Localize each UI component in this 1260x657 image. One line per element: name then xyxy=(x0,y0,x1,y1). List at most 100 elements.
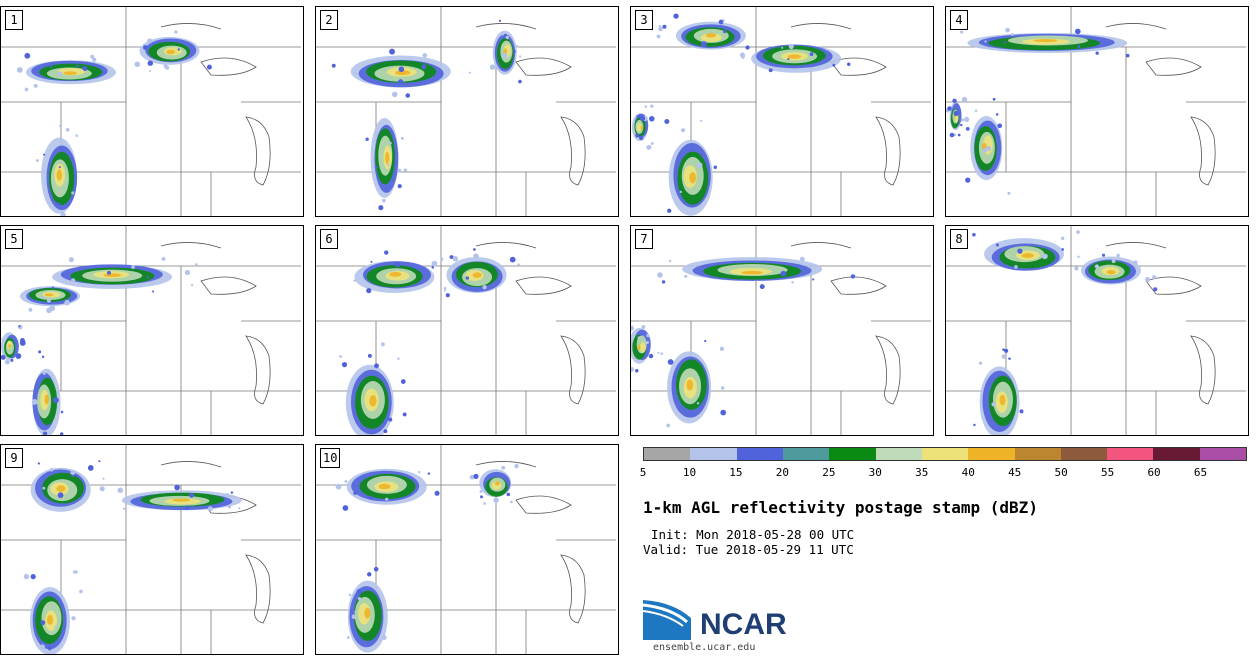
reflectivity-speck xyxy=(431,260,438,267)
reflectivity-speck xyxy=(452,256,459,262)
reflectivity-speck xyxy=(387,163,390,167)
reflectivity-speck xyxy=(637,336,640,339)
reflectivity-speck xyxy=(809,52,814,57)
map-background xyxy=(1,445,301,654)
reflectivity-speck xyxy=(403,168,408,172)
reflectivity-speck xyxy=(719,346,725,352)
reflectivity-speck xyxy=(1111,259,1116,264)
reflectivity-speck xyxy=(87,465,94,471)
ncar-logo-text: NCAR xyxy=(700,608,787,641)
reflectivity-speck xyxy=(367,572,372,577)
map-background xyxy=(316,445,616,654)
reflectivity-speck xyxy=(400,379,406,384)
reflectivity-speck xyxy=(400,136,404,140)
reflectivity-speck xyxy=(122,507,126,510)
reflectivity-speck xyxy=(49,65,53,68)
reflectivity-echo xyxy=(395,70,411,76)
panel-label: 9 xyxy=(5,448,23,468)
reflectivity-speck xyxy=(465,276,470,280)
reflectivity-speck xyxy=(1077,45,1081,49)
reflectivity-speck xyxy=(1095,51,1099,55)
stamp-panel-4[interactable]: 4 xyxy=(945,6,1249,217)
reflectivity-speck xyxy=(60,410,64,414)
colorbar-swatch xyxy=(829,448,876,460)
reflectivity-speck xyxy=(713,165,718,169)
reflectivity-speck xyxy=(354,610,357,614)
reflectivity-echo xyxy=(954,114,959,123)
reflectivity-speck xyxy=(177,48,180,51)
reflectivity-speck xyxy=(961,96,968,103)
reflectivity-speck xyxy=(230,491,234,494)
reflectivity-speck xyxy=(10,358,14,362)
reflectivity-speck xyxy=(98,460,101,463)
reflectivity-speck xyxy=(42,295,46,299)
reflectivity-echo xyxy=(378,483,391,490)
reflectivity-speck xyxy=(799,256,805,262)
stamp-panel-6[interactable]: 6 xyxy=(315,225,619,436)
stamp-panel-10[interactable]: 10 xyxy=(315,444,619,655)
colorbar-swatch xyxy=(736,448,783,460)
stamp-panel-1[interactable]: 1 xyxy=(0,6,304,217)
reflectivity-speck xyxy=(357,597,362,601)
reflectivity-speck xyxy=(984,40,987,43)
reflectivity-speck xyxy=(24,52,31,59)
reflectivity-speck xyxy=(195,263,198,266)
ensemble-url-link[interactable]: ensemble.ucar.edu xyxy=(653,642,756,653)
stamp-panel-8[interactable]: 8 xyxy=(945,225,1249,436)
reflectivity-speck xyxy=(718,19,724,25)
reflectivity-speck xyxy=(378,205,384,211)
reflectivity-speck xyxy=(380,342,385,347)
reflectivity-echo xyxy=(1106,270,1116,275)
reflectivity-speck xyxy=(365,137,369,141)
reflectivity-speck xyxy=(1152,275,1157,279)
reflectivity-speck xyxy=(161,256,166,261)
stamp-panel-9[interactable]: 9 xyxy=(0,444,304,655)
reflectivity-speck xyxy=(658,25,662,28)
reflectivity-speck xyxy=(207,506,213,512)
reflectivity-speck xyxy=(661,280,666,284)
reflectivity-speck xyxy=(23,573,30,580)
reflectivity-speck xyxy=(4,359,10,365)
reflectivity-echo xyxy=(47,614,54,625)
reflectivity-speck xyxy=(972,233,976,237)
reflectivity-speck xyxy=(389,141,392,145)
reflectivity-speck xyxy=(449,255,454,260)
reflectivity-speck xyxy=(422,53,428,58)
reflectivity-speck xyxy=(787,58,790,61)
state-border xyxy=(1070,46,1246,102)
reflectivity-speck xyxy=(184,269,191,276)
reflectivity-speck xyxy=(960,118,965,122)
reflectivity-speck xyxy=(164,65,170,70)
reflectivity-echo xyxy=(686,379,694,391)
reflectivity-speck xyxy=(367,353,372,358)
reflectivity-speck xyxy=(57,492,64,499)
colorbar-tick-label: 5 xyxy=(639,466,647,479)
stamp-panel-3[interactable]: 3 xyxy=(630,6,934,217)
reflectivity-speck xyxy=(382,198,386,203)
reflectivity-speck xyxy=(1102,253,1106,257)
reflectivity-speck xyxy=(788,43,794,50)
reflectivity-speck xyxy=(57,71,63,77)
reflectivity-speck xyxy=(174,30,178,34)
reflectivity-speck xyxy=(353,279,356,282)
reflectivity-speck xyxy=(514,463,519,469)
reflectivity-echo xyxy=(44,394,49,405)
stamp-panel-7[interactable]: 7 xyxy=(630,225,934,436)
reflectivity-speck xyxy=(666,423,670,428)
reflectivity-speck xyxy=(482,285,487,290)
reflectivity-speck xyxy=(339,355,342,358)
reflectivity-echo xyxy=(741,270,763,275)
reflectivity-speck xyxy=(949,132,955,138)
reflectivity-speck xyxy=(65,128,70,132)
stamp-panel-2[interactable]: 2 xyxy=(315,6,619,217)
reflectivity-speck xyxy=(51,286,55,289)
panel-label: 3 xyxy=(635,10,653,30)
stamp-panel-5[interactable]: 5 xyxy=(0,225,304,436)
reflectivity-echo xyxy=(636,123,642,132)
reflectivity-speck xyxy=(440,257,444,261)
reflectivity-speck xyxy=(348,593,352,597)
reflectivity-speck xyxy=(832,63,836,67)
reflectivity-speck xyxy=(510,500,513,504)
map-background xyxy=(1,226,301,435)
reflectivity-speck xyxy=(19,340,26,346)
